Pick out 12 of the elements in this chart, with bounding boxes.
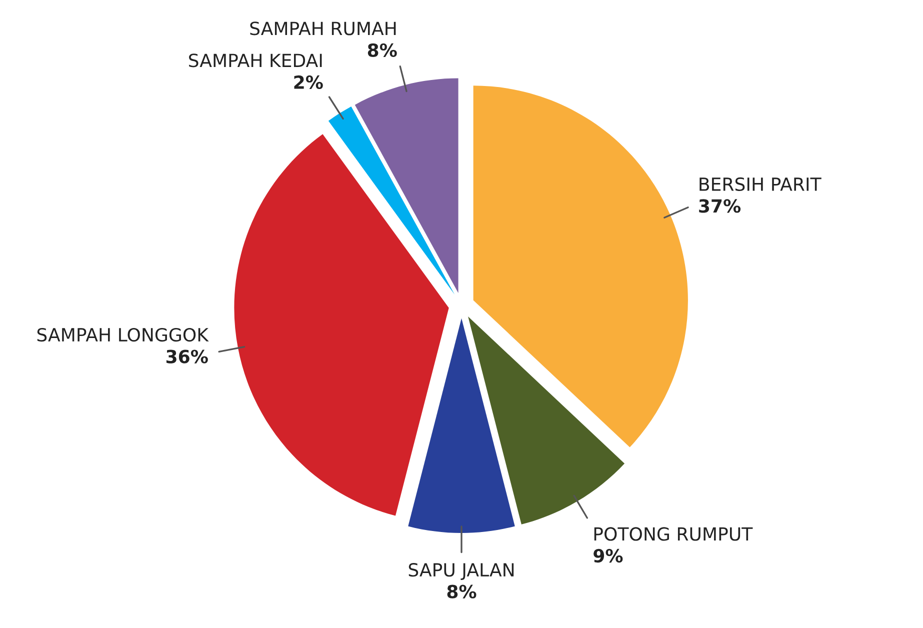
slice-label: POTONG RUMPUT — [594, 527, 753, 541]
slice-label: SAMPAH KEDAI — [189, 54, 322, 68]
data-label: 2% — [294, 75, 323, 90]
slice-label: SAPU JALAN — [408, 563, 514, 580]
data-label: 8% — [447, 584, 476, 598]
slice-label: SAMPAH LONGGOK — [37, 328, 209, 342]
data-label: 9% — [594, 548, 623, 563]
slice-label: BERSIH PARIT — [700, 177, 822, 192]
data-label: 8% — [368, 43, 397, 58]
slice-label: SAMPAH RUMAH — [250, 22, 396, 36]
data-label: 36% — [166, 350, 208, 364]
data-label: 37% — [699, 199, 741, 213]
